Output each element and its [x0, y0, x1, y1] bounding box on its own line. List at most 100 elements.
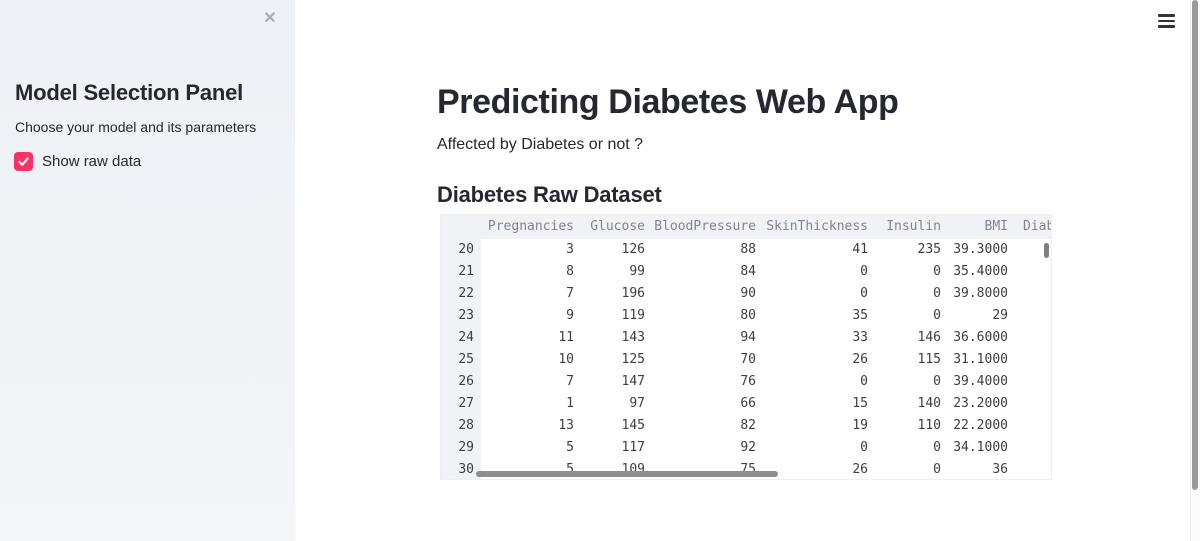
table-cell: 147 [621, 374, 645, 389]
table-cell: 84 [740, 264, 756, 279]
sidebar: ✕ Model Selection Panel Choose your mode… [0, 0, 295, 541]
column-header-Insulin: Insulin [886, 219, 941, 234]
table-cell: 35 [852, 308, 868, 323]
table-cell: 66 [740, 396, 756, 411]
table-cell: 39.3000 [953, 242, 1008, 257]
page-scrollbar-thumb[interactable] [1192, 0, 1198, 490]
table-cell: 90 [740, 286, 756, 301]
table-cell: 235 [917, 242, 941, 257]
hamburger-menu-icon[interactable] [1158, 11, 1178, 31]
column-header-index [441, 215, 481, 239]
table-cell: 26 [852, 352, 868, 367]
column-header-Pregnancies: Pregnancies [487, 219, 574, 234]
table-cell: 5 [566, 440, 574, 455]
sidebar-title: Model Selection Panel [15, 80, 244, 105]
dataframe-vertical-scrollbar[interactable] [1044, 243, 1049, 258]
table-cell: 82 [740, 418, 756, 433]
table-row: 25 10 125 70 26 115 31.1000 [441, 349, 1051, 371]
dataframe-body: 20 3 126 88 41 235 39.3000 21 8 99 84 0 0 35.4000 22 7 1… [441, 239, 1051, 479]
table-row: 22 7 196 90 0 0 39.8000 [441, 283, 1051, 305]
row-index: 26 [441, 371, 481, 393]
table-cell: 0 [933, 308, 941, 323]
table-cell: 36 [992, 462, 1008, 477]
table-cell: 13 [558, 418, 574, 433]
table-cell: 94 [740, 330, 756, 345]
table-cell: 26 [852, 462, 868, 477]
table-cell: 92 [740, 440, 756, 455]
table-row: 20 3 126 88 41 235 39.3000 [441, 239, 1051, 261]
table-cell: 0 [933, 374, 941, 389]
table-cell: 70 [740, 352, 756, 367]
table-cell: 34.1000 [953, 440, 1008, 455]
diabetes-dataframe[interactable]: Pregnancies Glucose BloodPressure SkinThick… [440, 214, 1052, 480]
row-index: 21 [441, 261, 481, 283]
table-cell: 29 [992, 308, 1008, 323]
table-cell: 0 [933, 286, 941, 301]
page-scrollbar-track[interactable] [1190, 0, 1200, 541]
row-index: 28 [441, 415, 481, 437]
table-cell: 33 [852, 330, 868, 345]
table-cell: 97 [629, 396, 645, 411]
table-cell: 9 [566, 308, 574, 323]
column-header-BMI: BMI [984, 219, 1008, 234]
row-index: 24 [441, 327, 481, 349]
table-cell: 110 [917, 418, 941, 433]
table-cell: 7 [566, 286, 574, 301]
dataframe-header-row: Pregnancies Glucose BloodPressure SkinThick… [441, 215, 1051, 239]
table-cell: 119 [621, 308, 645, 323]
column-header-Glucose: Glucose [590, 219, 645, 234]
column-header-BloodPressure: BloodPressure [654, 219, 756, 234]
table-cell: 0 [860, 286, 868, 301]
sidebar-close-icon[interactable]: ✕ [263, 10, 277, 27]
table-row: 26 7 147 76 0 0 39.4000 [441, 371, 1051, 393]
dataframe-horizontal-scrollbar[interactable] [476, 471, 778, 477]
table-cell: 3 [566, 242, 574, 257]
table-row: 27 1 97 66 15 140 23.2000 [441, 393, 1051, 415]
row-index: 22 [441, 283, 481, 305]
table-cell: 76 [740, 374, 756, 389]
checkbox-label: Show raw data [42, 153, 142, 170]
column-header-SkinThickness: SkinThickness [766, 219, 868, 234]
table-cell: 15 [852, 396, 868, 411]
table-cell: 125 [621, 352, 645, 367]
table-cell: 0 [933, 264, 941, 279]
table-cell: 0 [860, 264, 868, 279]
sidebar-subtitle: Choose your model and its parameters [15, 119, 257, 135]
table-cell: 143 [621, 330, 645, 345]
table-cell: 22.2000 [953, 418, 1008, 433]
row-index: 29 [441, 437, 481, 459]
page-subtitle: Affected by Diabetes or not ? [437, 136, 644, 153]
table-row: 29 5 117 92 0 0 34.1000 [441, 437, 1051, 459]
table-cell: 36.6000 [953, 330, 1008, 345]
table-cell: 126 [621, 242, 645, 257]
table-cell: 11 [558, 330, 574, 345]
table-cell: 196 [621, 286, 645, 301]
table-row: 24 11 143 94 33 146 36.6000 [441, 327, 1051, 349]
table-cell: 35.4000 [953, 264, 1008, 279]
table-cell: 88 [740, 242, 756, 257]
table-cell: 140 [917, 396, 941, 411]
row-index: 30 [441, 459, 481, 479]
table-cell: 115 [917, 352, 941, 367]
page-title: Predicting Diabetes Web App [437, 83, 899, 121]
show-raw-data-checkbox[interactable]: Show raw data [14, 152, 141, 171]
table-cell: 41 [852, 242, 868, 257]
table-cell: 99 [629, 264, 645, 279]
section-heading-raw-dataset: Diabetes Raw Dataset [437, 182, 662, 207]
column-header-Diab: Diab [1023, 219, 1052, 234]
table-cell: 145 [621, 418, 645, 433]
table-cell: 0 [860, 440, 868, 455]
table-cell: 8 [566, 264, 574, 279]
table-cell: 0 [933, 462, 941, 477]
table-cell: 10 [558, 352, 574, 367]
table-cell: 1 [566, 396, 574, 411]
table-cell: 146 [917, 330, 941, 345]
table-cell: 0 [933, 440, 941, 455]
table-cell: 19 [852, 418, 868, 433]
table-cell: 23.2000 [953, 396, 1008, 411]
checkbox-checked-icon[interactable] [14, 152, 33, 171]
table-cell: 31.1000 [953, 352, 1008, 367]
table-cell: 117 [621, 440, 645, 455]
table-row: 23 9 119 80 35 0 29 [441, 305, 1051, 327]
table-row: 21 8 99 84 0 0 35.4000 [441, 261, 1051, 283]
